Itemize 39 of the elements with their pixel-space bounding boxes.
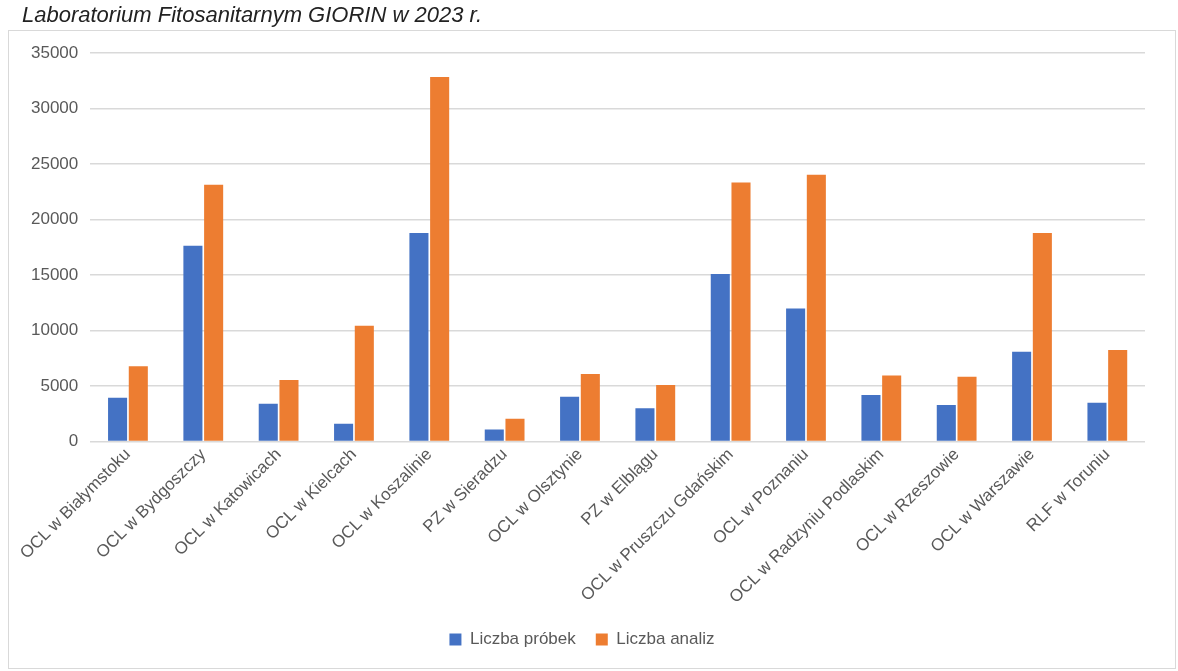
bar: [505, 418, 525, 441]
bar: [936, 404, 956, 441]
legend-label: Liczba analiz: [616, 629, 715, 649]
chart-title: Laboratorium Fitosanitarnym GIORIN w 2023 r.: [22, 1, 483, 29]
bar: [108, 397, 128, 441]
bar: [786, 308, 806, 441]
bar: [731, 182, 751, 441]
bar: [861, 394, 881, 441]
y-tick-label: 10000: [30, 320, 79, 340]
y-tick-label: 30000: [30, 98, 79, 118]
bar: [128, 366, 148, 441]
bar: [484, 429, 504, 441]
bar: [580, 373, 600, 441]
bar: [1108, 350, 1128, 441]
bar: [279, 380, 299, 441]
bar: [430, 77, 450, 441]
y-tick-label: 5000: [40, 375, 79, 395]
bar: [183, 245, 203, 441]
bar: [258, 403, 278, 441]
bar: [204, 184, 224, 441]
bar: [409, 232, 429, 441]
y-tick-label: 25000: [30, 153, 79, 173]
y-tick-label: 15000: [30, 264, 79, 284]
bar: [560, 396, 580, 441]
bar: [882, 375, 902, 441]
y-tick-label: 20000: [30, 209, 79, 229]
bar: [1032, 232, 1052, 441]
y-tick-label: 0: [68, 431, 79, 451]
bar: [806, 174, 826, 441]
bar: [1087, 402, 1107, 441]
legend-label: Liczba próbek: [469, 629, 577, 649]
bar: [334, 423, 354, 441]
bar: [656, 385, 676, 441]
bar: [710, 274, 730, 441]
bar: [354, 325, 374, 441]
bar: [635, 408, 655, 441]
bar: [1012, 351, 1032, 441]
bar: [957, 376, 977, 441]
y-tick-label: 35000: [30, 42, 79, 62]
